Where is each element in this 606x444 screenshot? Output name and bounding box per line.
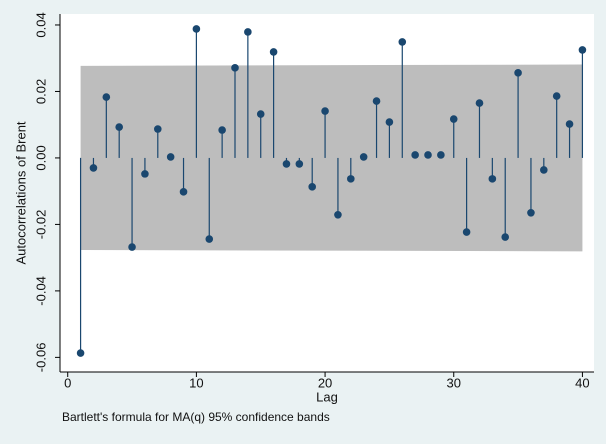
stem-marker (205, 235, 214, 243)
stem-marker (488, 175, 497, 183)
stem-marker (424, 151, 432, 159)
stem-marker (372, 97, 381, 105)
stem-marker (527, 208, 535, 217)
stem-marker (449, 115, 458, 123)
y-axis-label: Autocorrelations of Brent (13, 121, 28, 264)
stem-marker (437, 151, 445, 159)
stem-marker (462, 228, 471, 236)
stem-marker (128, 243, 136, 251)
stem-marker (179, 188, 188, 196)
x-tick-label: 10 (189, 375, 203, 390)
stem-marker (578, 46, 587, 54)
x-tick-label: 30 (447, 375, 461, 390)
stem-marker (256, 110, 265, 118)
stem-marker (398, 38, 407, 46)
stem-marker (565, 120, 574, 128)
x-axis-label: Lag (316, 389, 338, 404)
stem-marker (385, 118, 394, 126)
x-tick-label: 0 (64, 375, 71, 390)
confidence-band (80, 64, 583, 252)
stem-marker (76, 349, 85, 357)
stem-marker (514, 69, 522, 77)
stem-marker (501, 233, 510, 241)
stem-marker (269, 48, 278, 56)
stem-marker (89, 164, 98, 172)
y-tick-label: 0.00 (33, 145, 48, 170)
stem-marker (295, 160, 304, 168)
note: Bartlett's formula for MA(q) 95% confide… (62, 410, 330, 424)
stem-marker (475, 99, 484, 107)
stem-marker (282, 160, 291, 168)
stem-marker (192, 25, 201, 33)
x-tick-label: 40 (575, 375, 589, 390)
stem-marker (102, 93, 111, 101)
stem-marker (218, 126, 226, 134)
stem-marker (153, 125, 162, 133)
stem-marker (141, 170, 149, 178)
y-tick-label: 0.04 (33, 12, 48, 37)
stem-marker (321, 107, 329, 115)
y-tick-label: -0.04 (33, 276, 48, 306)
y-tick-label: -0.06 (33, 343, 48, 373)
y-tick-label: -0.02 (33, 210, 48, 240)
stem-marker (359, 153, 368, 161)
stem-marker (347, 175, 355, 183)
stem-marker (411, 151, 419, 159)
stem-marker (334, 210, 342, 219)
stem-marker (308, 183, 317, 191)
stem-marker (540, 166, 548, 174)
x-tick-label: 20 (318, 375, 332, 390)
stem-marker (166, 153, 175, 161)
stem-marker (552, 92, 561, 100)
stem-marker (244, 28, 252, 36)
stem-marker (115, 123, 123, 131)
stem-marker (231, 64, 239, 72)
y-tick-label: 0.02 (33, 79, 48, 104)
